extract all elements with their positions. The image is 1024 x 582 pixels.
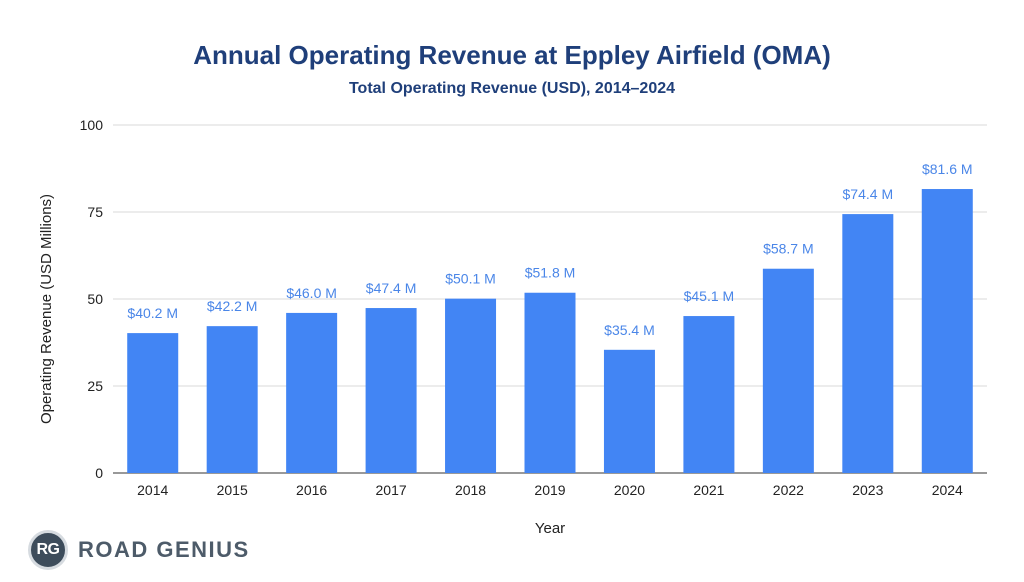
bar (524, 292, 576, 473)
x-tick-label: 2024 (932, 482, 963, 498)
data-label: $50.1 M (445, 271, 496, 287)
x-tick-label: 2017 (376, 482, 407, 498)
data-label: $58.7 M (763, 241, 814, 257)
data-label: $40.2 M (127, 305, 178, 321)
data-label: $74.4 M (843, 186, 894, 202)
data-label: $46.0 M (286, 285, 337, 301)
x-axis-title: Year (535, 520, 565, 537)
data-label: $35.4 M (604, 322, 655, 338)
x-tick-label: 2023 (852, 482, 883, 498)
bar (603, 349, 655, 473)
y-tick-label: 75 (87, 204, 103, 220)
bar (842, 214, 894, 473)
brand-logo: RG ROAD GENIUS (28, 530, 250, 570)
bar (762, 268, 814, 473)
data-label: $81.6 M (922, 161, 973, 177)
brand-name: ROAD GENIUS (78, 537, 250, 562)
x-tick-label: 2019 (534, 482, 565, 498)
bar (445, 298, 497, 473)
y-axis-title: Operating Revenue (USD Millions) (38, 194, 55, 424)
x-tick-label: 2021 (693, 482, 724, 498)
x-tick-label: 2018 (455, 482, 486, 498)
data-label: $45.1 M (684, 288, 735, 304)
data-label: $42.2 M (207, 298, 258, 314)
chart-subtitle: Total Operating Revenue (USD), 2014–2024 (348, 80, 676, 97)
y-tick-label: 0 (95, 465, 103, 481)
bar (921, 189, 973, 474)
bar (127, 333, 179, 473)
y-tick-label: 100 (80, 117, 104, 133)
data-label: $51.8 M (525, 265, 576, 281)
bar (365, 308, 417, 473)
data-label: $47.4 M (366, 280, 417, 296)
y-tick-label: 50 (87, 291, 103, 307)
brand-badge-icon: RG (28, 530, 68, 570)
bar (206, 326, 258, 473)
x-tick-label: 2020 (614, 482, 645, 498)
x-tick-label: 2014 (137, 482, 168, 498)
x-tick-label: 2022 (773, 482, 804, 498)
bar (286, 312, 338, 473)
y-tick-label: 25 (87, 378, 103, 394)
bar (683, 316, 735, 473)
x-tick-label: 2016 (296, 482, 327, 498)
chart-title: Annual Operating Revenue at Eppley Airfi… (193, 40, 831, 70)
x-tick-label: 2015 (217, 482, 248, 498)
